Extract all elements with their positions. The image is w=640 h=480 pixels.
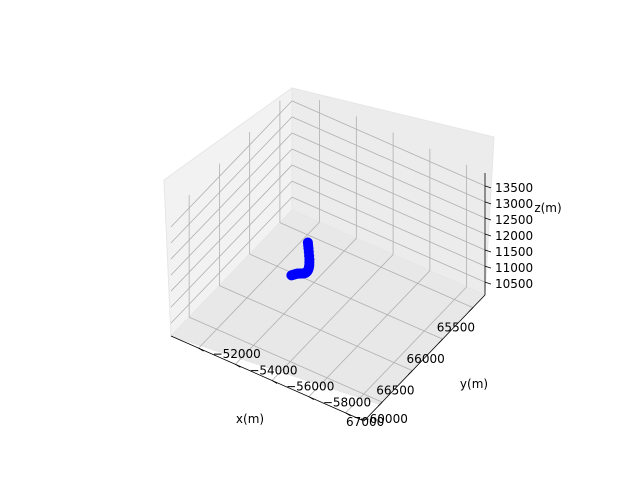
y-tick-mark	[308, 396, 315, 401]
z-tick-label: 11000	[495, 261, 533, 275]
x-gridline-floor	[279, 222, 474, 308]
z-tick-label: 13500	[495, 181, 533, 195]
z-tick-mark	[484, 217, 492, 221]
z-gridline-back	[291, 196, 486, 283]
z-gridline-back	[291, 148, 486, 235]
z-gridline-left	[170, 116, 293, 244]
y-tick-mark	[345, 412, 351, 417]
x-tick-label: 66500	[376, 384, 414, 398]
y-tick-label: −60000	[360, 412, 408, 426]
z-gridline-back	[291, 164, 486, 251]
y-tick-mark	[198, 347, 204, 352]
x-gridline-floor	[188, 316, 383, 403]
z-gridline-back	[291, 116, 486, 203]
z-gridline-back	[291, 100, 486, 187]
z-gridline-back	[291, 132, 486, 219]
z-gridline-left	[170, 164, 293, 292]
z-tick-label: 11500	[495, 245, 533, 259]
z-tick-mark	[484, 249, 492, 253]
z-tick-mark	[484, 281, 492, 285]
x-axis-label: x(m)	[236, 412, 264, 426]
x-gridline-floor	[219, 285, 413, 371]
y-gridline-floor	[235, 238, 357, 365]
z-gridline-left	[170, 196, 293, 324]
gridlines	[170, 100, 486, 414]
y-axis-line	[363, 294, 486, 422]
y-gridline-floor	[198, 221, 320, 349]
y-gridline-floor	[345, 286, 467, 414]
x-tick-label: 67000	[346, 415, 384, 429]
y-gridline-floor	[271, 254, 394, 381]
z-gridline-left	[170, 100, 293, 228]
y-tick-label: −52000	[213, 347, 261, 361]
x-tick-label: 65500	[437, 321, 475, 335]
x-gridline-floor	[249, 253, 443, 340]
y-tick-label: −58000	[323, 396, 371, 410]
z-tick-mark	[484, 201, 492, 205]
x-tick-label: 66000	[407, 352, 445, 366]
z-tick-mark	[484, 185, 492, 189]
z-gridline-left	[170, 148, 293, 276]
z-tick-label: 13000	[495, 197, 533, 211]
z-tick-mark	[484, 233, 492, 237]
z-gridline-back	[291, 180, 486, 267]
tick-marks	[198, 185, 492, 417]
x-axis-line	[170, 335, 365, 422]
z-axis-label: z(m)	[534, 201, 561, 215]
y-tick-label: −56000	[286, 380, 334, 394]
z-tick-label: 10500	[495, 277, 533, 291]
z-tick-label: 12500	[495, 213, 533, 227]
data-point	[286, 270, 297, 281]
z-gridline-left	[170, 180, 293, 308]
z-tick-label: 12000	[495, 229, 533, 243]
y-tick-mark	[235, 363, 241, 368]
tick-labels: 65500 66000 66500 67000 −52000 −54000 −56000 −5…	[213, 181, 534, 429]
y-tick-mark	[271, 380, 278, 384]
y-tick-label: −54000	[249, 363, 297, 377]
z-gridline-left	[170, 132, 293, 260]
y-gridline-floor	[308, 270, 431, 397]
x-tick-mark	[468, 307, 474, 312]
x-tick-mark	[408, 370, 413, 375]
x-tick-mark	[377, 401, 383, 407]
data-points	[286, 237, 315, 281]
x-tick-mark	[438, 338, 443, 344]
z-tick-mark	[484, 265, 492, 269]
y-axis-label: y(m)	[460, 377, 488, 391]
